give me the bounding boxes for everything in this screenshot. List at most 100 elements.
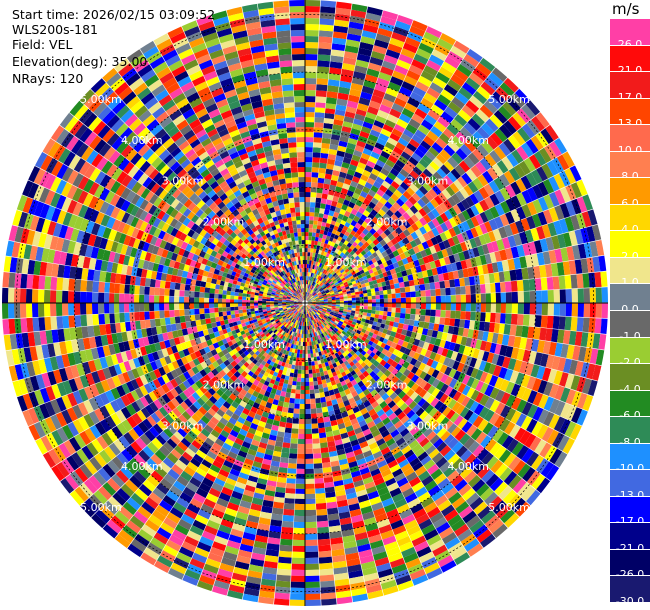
ppi-gate <box>499 187 511 201</box>
ppi-gate <box>331 216 338 222</box>
ppi-gate <box>300 393 305 399</box>
ppi-gate <box>334 292 339 295</box>
ppi-gate <box>290 438 298 444</box>
ppi-gate <box>292 418 299 424</box>
ppi-gate <box>438 241 446 251</box>
ppi-gate <box>308 293 311 297</box>
ppi-gate <box>544 144 557 160</box>
ppi-gate <box>333 225 339 231</box>
ppi-gate <box>445 287 451 296</box>
ppi-gate <box>367 295 372 300</box>
ppi-gate <box>425 150 436 161</box>
ppi-gate <box>334 253 340 259</box>
ppi-gate <box>490 312 496 323</box>
ppi-gate <box>455 243 463 253</box>
ppi-gate <box>473 90 488 105</box>
ppi-gate <box>434 99 448 111</box>
ppi-gate <box>548 191 560 207</box>
ppi-gate <box>362 186 371 194</box>
ppi-gate <box>342 266 348 271</box>
ppi-gate <box>319 562 333 570</box>
ppi-gate <box>317 241 322 246</box>
ppi-gate <box>466 218 475 230</box>
ppi-gate <box>444 106 458 119</box>
ppi-gate <box>315 96 327 104</box>
ppi-gate <box>320 580 335 588</box>
ppi-gate <box>307 299 312 302</box>
ppi-gate <box>390 312 396 318</box>
ppi-gate <box>319 24 334 32</box>
ppi-gate <box>319 296 324 299</box>
ppi-gate <box>389 245 397 253</box>
ppi-gate <box>295 483 305 489</box>
ppi-gate <box>369 242 376 249</box>
ppi-gate <box>335 230 341 237</box>
ppi-gate <box>430 309 436 317</box>
ppi-gate <box>391 102 405 114</box>
ppi-gate <box>338 241 344 247</box>
ppi-gate <box>383 220 392 229</box>
ppi-gate <box>389 76 404 87</box>
ppi-gate <box>420 37 437 49</box>
ppi-gate <box>383 311 388 316</box>
ppi-gate <box>377 269 383 275</box>
ppi-gate <box>467 117 481 131</box>
ppi-gate <box>545 124 559 141</box>
ppi-gate <box>362 121 374 130</box>
ppi-gate <box>406 226 415 235</box>
ppi-gate <box>310 353 314 358</box>
ppi-gate <box>368 254 375 260</box>
ppi-gate <box>333 25 349 34</box>
ppi-gate <box>318 48 332 56</box>
ppi-gate <box>379 184 388 193</box>
ppi-gate <box>306 296 309 301</box>
ppi-gate <box>310 276 314 282</box>
ppi-gate <box>348 284 354 289</box>
ppi-gate <box>360 35 376 45</box>
ppi-gate <box>564 216 575 232</box>
ppi-gate <box>449 279 456 288</box>
ppi-gate <box>493 109 508 124</box>
ppi-gate <box>470 165 482 178</box>
ppi-gate <box>440 212 449 223</box>
ppi-gate <box>306 333 309 338</box>
ppi-gate <box>391 31 407 43</box>
ppi-gate <box>559 303 566 317</box>
ppi-gate <box>332 256 338 262</box>
ppi-gate <box>393 123 406 134</box>
ppi-gate <box>406 187 416 197</box>
ppi-gate <box>315 90 327 98</box>
ppi-gate <box>324 289 330 293</box>
ppi-gate <box>314 388 320 394</box>
ppi-gate <box>371 267 378 273</box>
ppi-gate <box>441 61 457 74</box>
ppi-gate <box>324 204 331 211</box>
ppi-gate <box>349 268 355 273</box>
ppi-gate <box>358 97 371 106</box>
ppi-gate <box>465 168 478 181</box>
ppi-gate <box>287 468 297 474</box>
ppi-gate <box>334 109 346 117</box>
ppi-gate <box>383 290 388 295</box>
ppi-gate <box>493 146 507 160</box>
ppi-gate <box>318 388 324 393</box>
ppi-gate <box>417 124 430 136</box>
ppi-gate <box>309 381 314 386</box>
ppi-gate <box>431 49 447 62</box>
ppi-gate <box>306 272 309 277</box>
ppi-gate <box>387 197 396 206</box>
ppi-gate <box>379 303 384 307</box>
ppi-gate <box>399 265 406 272</box>
ppi-gate <box>421 270 429 278</box>
ppi-gate <box>309 294 313 299</box>
ppi-gate <box>459 277 466 287</box>
ppi-gate <box>390 316 395 322</box>
ppi-gate <box>347 168 356 176</box>
ppi-gate <box>380 267 387 274</box>
ppi-gate <box>559 289 566 303</box>
ppi-gate <box>427 109 441 121</box>
ppi-gate <box>365 12 382 22</box>
ppi-gate <box>510 209 521 222</box>
ppi-gate <box>277 568 292 576</box>
ppi-gate <box>354 276 359 281</box>
